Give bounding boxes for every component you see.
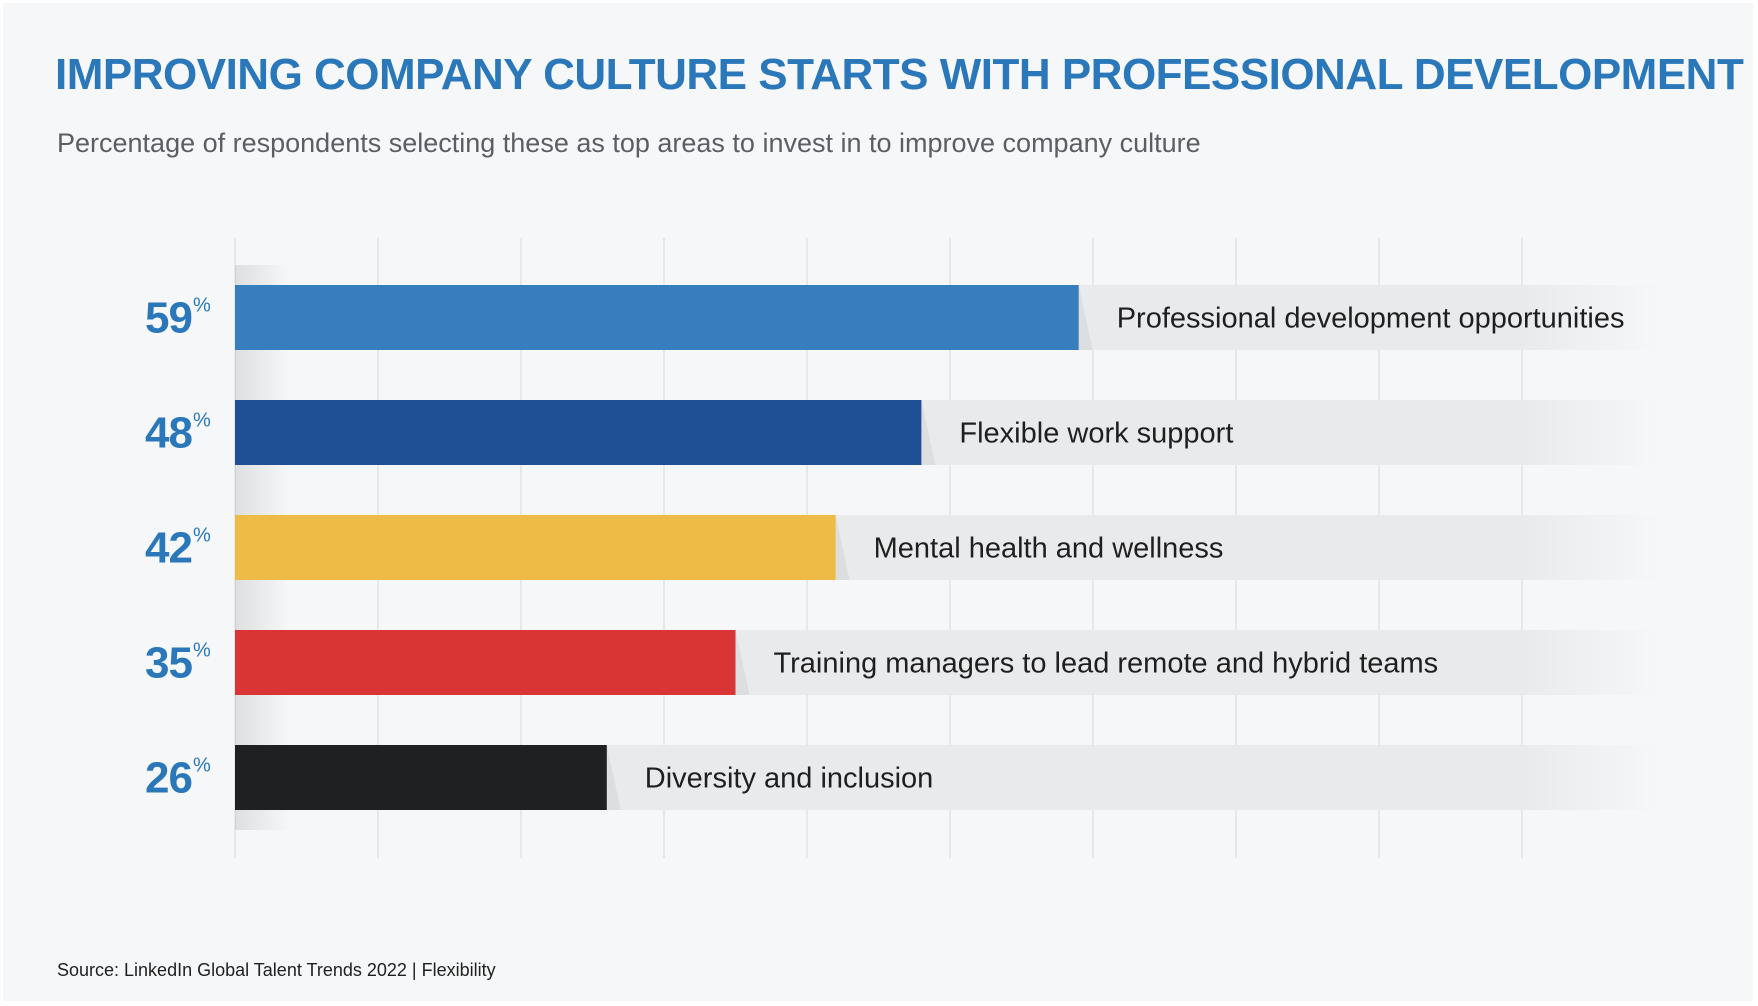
value-percent-mental-health-and-wellness: %: [193, 525, 211, 547]
value-percent-flexible-work-support: %: [193, 410, 211, 432]
category-label-diversity-and-inclusion: Diversity and inclusion: [645, 763, 934, 795]
value-percent-professional-development-opportunities: %: [193, 295, 211, 317]
value-label-training-managers-to-lead-remote-and-hybrid-teams: 35: [145, 639, 192, 688]
chart-subtitle: Percentage of respondents selecting thes…: [57, 128, 1201, 158]
bar-fold-professional-development-opportunities: [1078, 285, 1093, 350]
category-label-training-managers-to-lead-remote-and-hybrid-teams: Training managers to lead remote and hyb…: [774, 648, 1439, 680]
bar-mental-health-and-wellness: [235, 515, 836, 580]
value-label-flexible-work-support: 48: [145, 409, 192, 458]
bar-training-managers-to-lead-remote-and-hybrid-teams: [235, 630, 736, 695]
bar-fold-training-managers-to-lead-remote-and-hybrid-teams: [735, 630, 750, 695]
bar-professional-development-opportunities: [235, 285, 1079, 350]
bars: [235, 285, 1079, 810]
chart-card: [3, 3, 1753, 1001]
value-labels: 59 %48 %42 %35 %26%: [145, 294, 211, 803]
source-note: Source: LinkedIn Global Talent Trends 20…: [57, 960, 496, 980]
value-percent-training-managers-to-lead-remote-and-hybrid-teams: %: [193, 640, 211, 662]
value-label-diversity-and-inclusion: 26: [145, 754, 192, 803]
value-percent-diversity-and-inclusion: %: [193, 755, 211, 777]
bar-fold-diversity-and-inclusion: [606, 745, 621, 810]
category-labels: Professional development opportunities Fl…: [645, 303, 1625, 795]
chart-title: IMPROVING COMPANY CULTURE STARTS WITH PR…: [55, 50, 1744, 99]
value-label-professional-development-opportunities: 59: [145, 294, 192, 343]
value-label-mental-health-and-wellness: 42: [145, 524, 192, 573]
category-label-mental-health-and-wellness: Mental health and wellness: [874, 533, 1224, 565]
bar-fold-flexible-work-support: [921, 400, 936, 465]
bar-flexible-work-support: [235, 400, 922, 465]
category-label-flexible-work-support: Flexible work support: [959, 418, 1233, 450]
bar-fold-mental-health-and-wellness: [835, 515, 850, 580]
category-label-professional-development-opportunities: Professional development opportunities: [1117, 303, 1625, 335]
bar-diversity-and-inclusion: [235, 745, 607, 810]
